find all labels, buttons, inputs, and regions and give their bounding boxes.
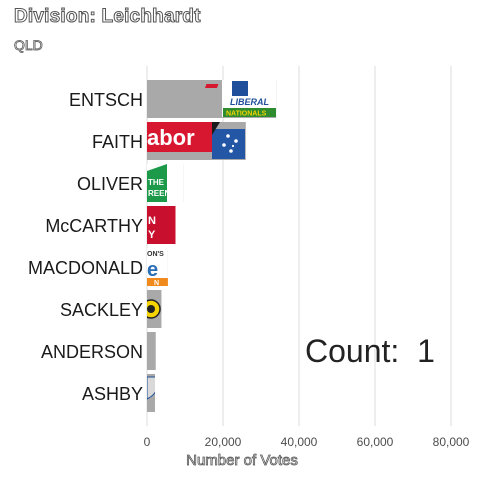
greens-logo-text: THE <box>148 178 165 187</box>
katter-logo: N Y <box>147 206 176 244</box>
category-label: ANDERSON <box>41 342 143 362</box>
one-nation-logo-band <box>147 278 168 286</box>
category-label: ENTSCH <box>69 90 143 110</box>
liberal-logo-text: LIBERAL <box>230 97 269 107</box>
chart-subtitle: QLD <box>14 37 44 54</box>
one-nation-logo-text-3: N <box>154 280 159 287</box>
category-label: OLIVER <box>77 174 143 194</box>
katter-logo-bg <box>147 206 176 244</box>
labor-logo-text: abor <box>147 125 195 150</box>
star-icon <box>231 144 235 148</box>
liberal-flag-icon <box>232 81 248 96</box>
x-tick-label: 20,000 <box>205 435 242 449</box>
bar <box>147 332 156 370</box>
one-nation-logo-text-2: e <box>147 259 158 281</box>
star-icon <box>229 149 233 153</box>
x-tick-label: 40,000 <box>281 435 318 449</box>
gridlines <box>146 66 452 426</box>
category-label: MACDONALD <box>28 258 143 278</box>
greens-triangle-icon <box>147 164 167 202</box>
greens-logo-text-2: REENS <box>148 189 176 198</box>
star-icon <box>222 143 226 147</box>
uap-logo-inner <box>147 305 155 313</box>
category-label: FAITH <box>92 132 143 152</box>
shield-logo <box>147 376 155 400</box>
nationals-banner <box>223 108 276 117</box>
labor-logo-red <box>147 122 213 152</box>
x-axis-ticks: 0 20,000 40,000 60,000 80,000 <box>144 435 470 449</box>
katter-logo-text: N <box>148 215 156 227</box>
one-nation-logo-text: ON'S <box>147 251 164 258</box>
x-tick-label: 0 <box>144 435 151 449</box>
x-tick-label: 80,000 <box>433 435 470 449</box>
star-icon <box>226 134 230 138</box>
category-label: McCARTHY <box>45 216 143 236</box>
liberal-nationals-logo: LIBERAL NATIONALS <box>204 80 277 118</box>
labor-logo: abor <box>147 122 245 159</box>
count-label: Count: 1 <box>305 333 435 369</box>
shield-icon <box>147 376 155 400</box>
category-labels: ENTSCH FAITH OLIVER McCARTHY MACDONALD SACKLE… <box>28 90 143 404</box>
category-label: ASHBY <box>82 384 143 404</box>
liberal-flag-stripe <box>204 84 219 88</box>
one-nation-logo-bg <box>147 248 168 286</box>
greens-logo: THE REENS <box>147 164 183 202</box>
nationals-logo-text: NATIONALS <box>226 111 267 118</box>
x-tick-label: 60,000 <box>357 435 394 449</box>
one-nation-logo: ON'S e N <box>147 248 168 287</box>
labor-southern-cross-icon <box>212 122 220 135</box>
chart-title: Division: Leichhardt <box>14 6 201 28</box>
katter-logo-text-2: Y <box>148 229 156 241</box>
party-logos: LIBERAL NATIONALS abor THE REENS N <box>147 80 277 400</box>
category-label: SACKLEY <box>60 300 143 320</box>
star-icon <box>234 139 238 143</box>
labor-logo-blue <box>212 129 245 159</box>
united-australia-logo <box>147 299 161 319</box>
x-axis-title: Number of Votes <box>186 452 299 470</box>
